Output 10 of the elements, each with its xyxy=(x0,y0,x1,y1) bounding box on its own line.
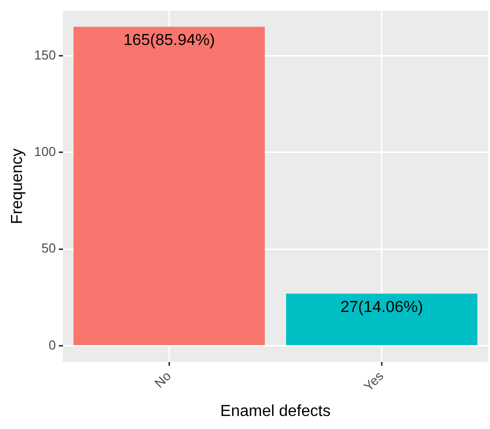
y-tick-label: 100 xyxy=(34,144,56,160)
x-tick-label: Yes xyxy=(360,368,387,394)
data-label: 27(14.06%) xyxy=(340,299,424,316)
y-tick-label: 50 xyxy=(41,240,56,256)
y-tick-label: 0 xyxy=(48,337,56,352)
x-tick-label: No xyxy=(151,368,174,391)
y-tick-label: 150 xyxy=(34,47,56,62)
x-axis-title: Enamel defects xyxy=(220,402,331,420)
y-axis-title: Frequency xyxy=(9,148,26,224)
data-label: 165(85.94%) xyxy=(123,32,215,50)
